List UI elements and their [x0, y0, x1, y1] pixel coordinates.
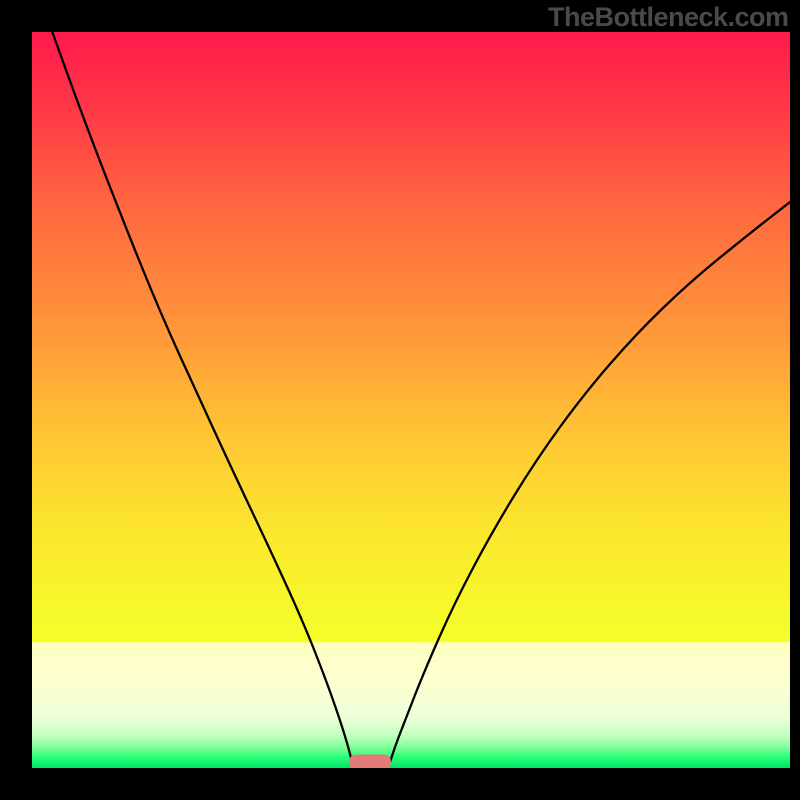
watermark-text: TheBottleneck.com	[548, 2, 789, 33]
bottleneck-curve-right	[390, 202, 790, 762]
optimal-zone-marker	[349, 755, 391, 770]
bottleneck-curve-left	[48, 20, 352, 762]
